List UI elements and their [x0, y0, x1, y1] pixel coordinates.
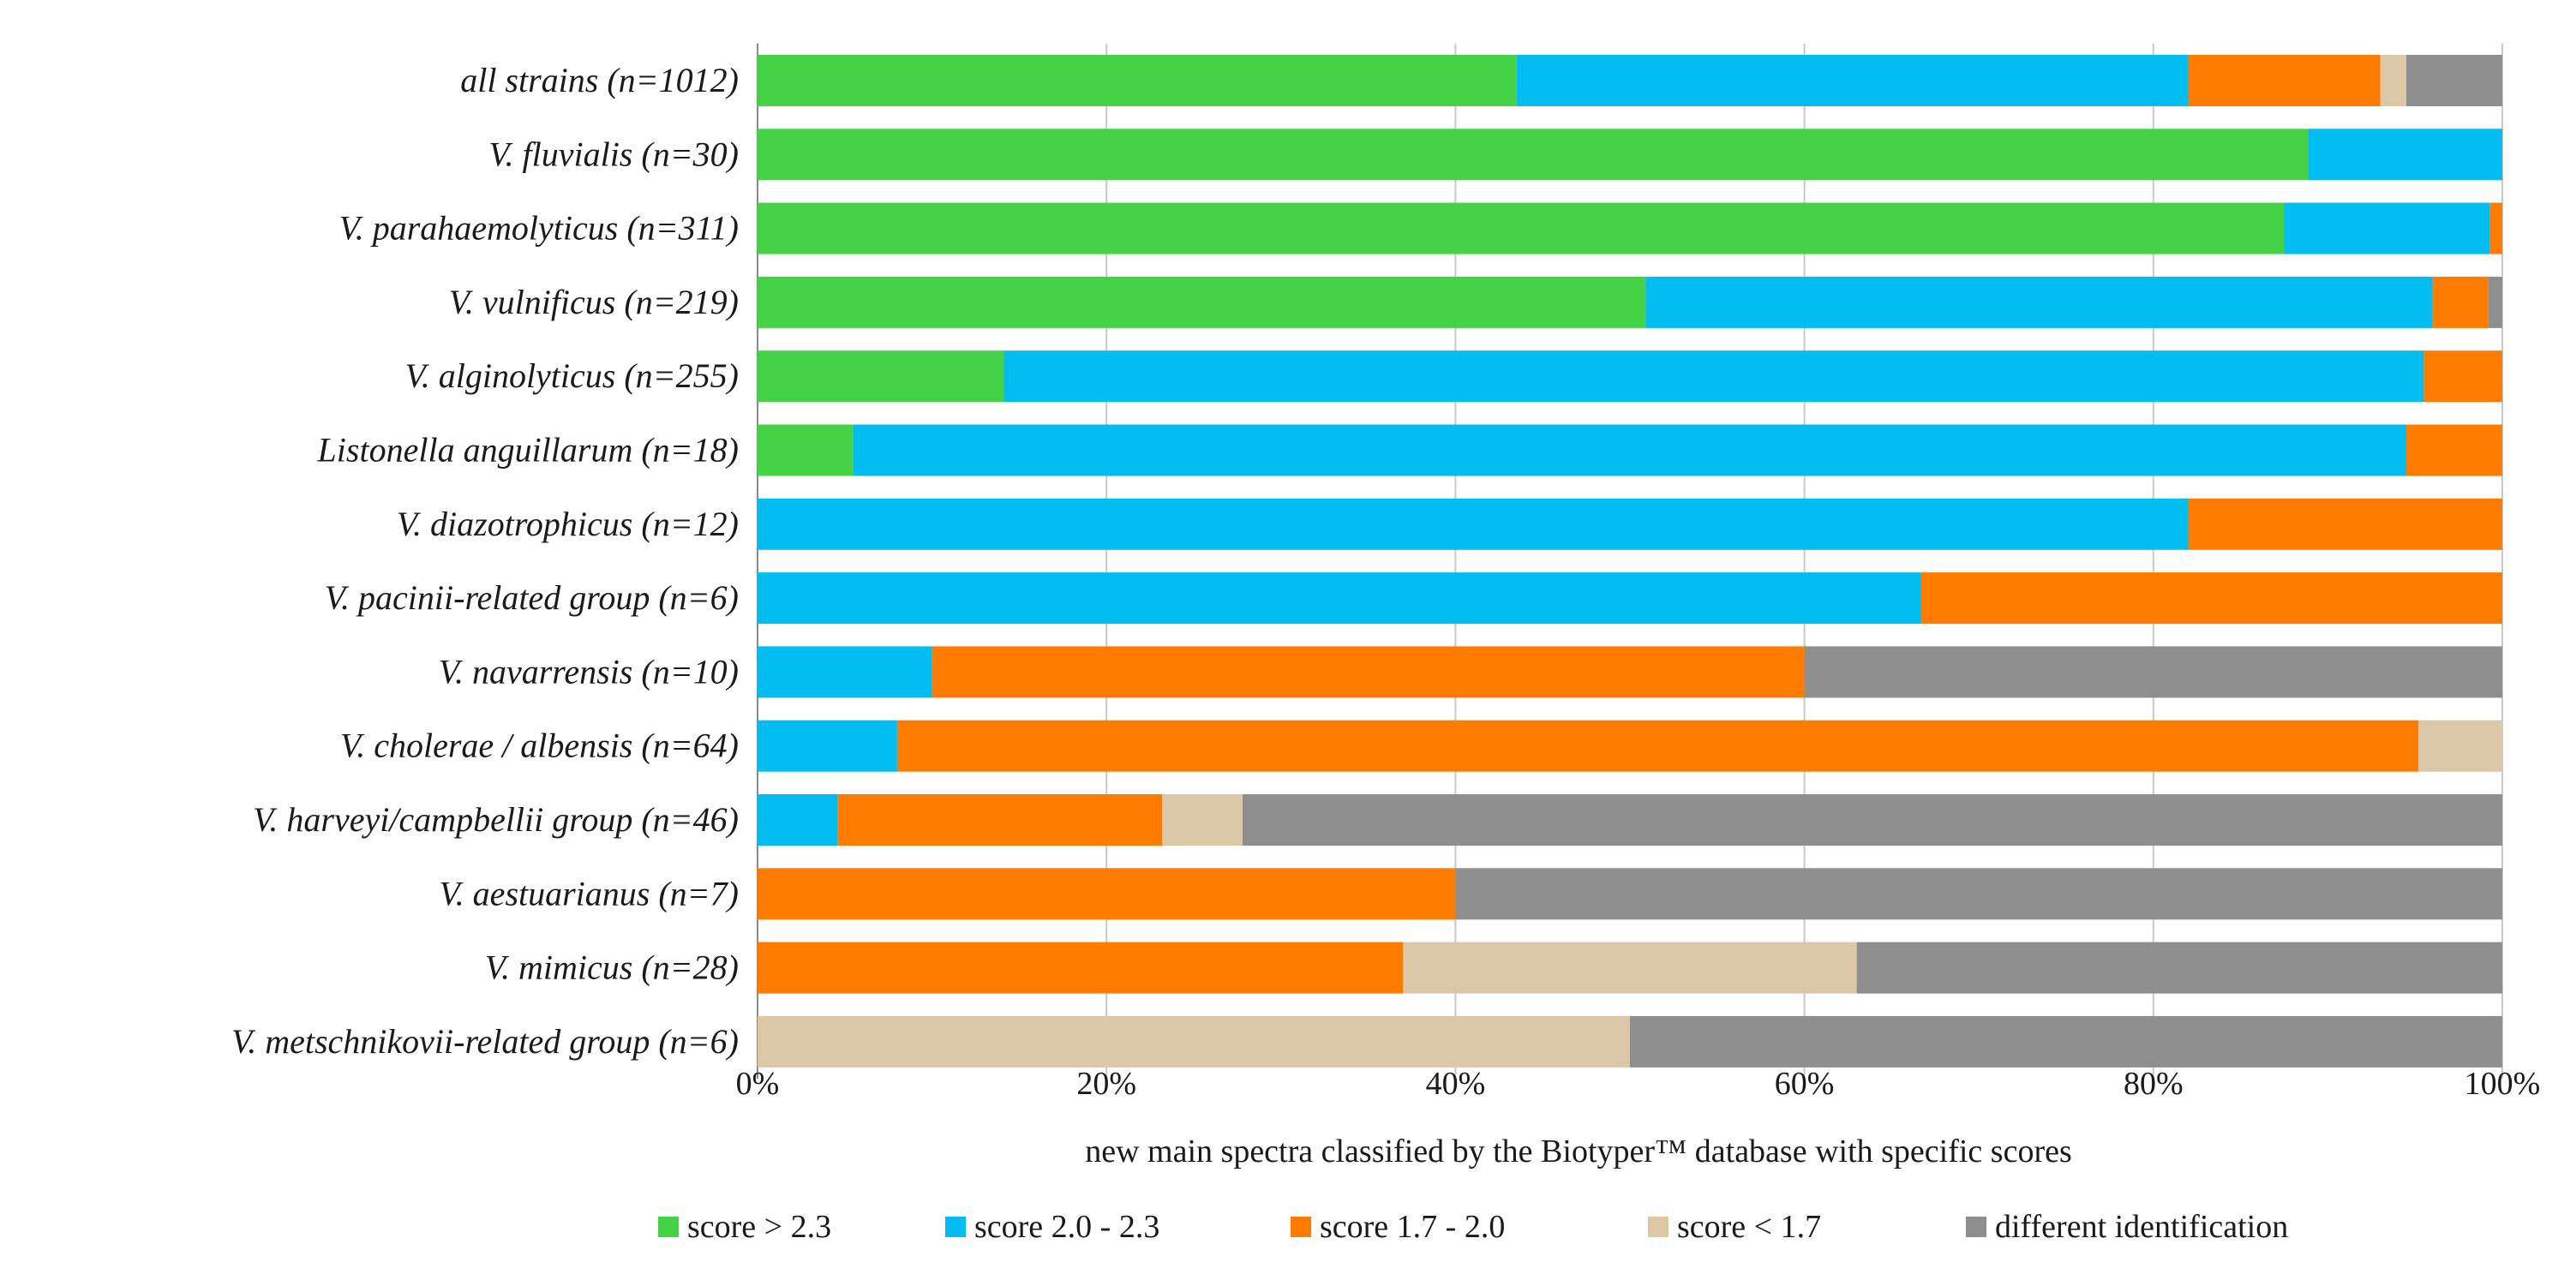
bar-v-pacinii-related-group-n-6-score-2-0-2-3 [758, 572, 1922, 625]
bar-all-strains-n-1012-score-2-0-2-3 [1516, 55, 2189, 106]
bar-v-harveyi-campbellii-group-n-46-score-1-7-2-0 [837, 794, 1163, 846]
bar-listonella-anguillarum-n-18-score-2-0-2-3 [853, 424, 2407, 476]
bar-v-parahaemolyticus-n-311-score-2-3 [758, 202, 2285, 254]
bar-v-metschnikovii-related-group-n-6-different-identification [1630, 1015, 2502, 1068]
bar-v-harveyi-campbellii-group-n-46-score-1-7 [1162, 794, 1243, 846]
bar-v-harveyi-campbellii-group-n-46-score-2-0-2-3 [758, 794, 838, 846]
legend-label-score-2-0-2-3: score 2.0 - 2.3 [974, 1209, 1159, 1245]
bar-listonella-anguillarum-n-18-score-2-3 [758, 424, 854, 476]
category-label: V. pacinii-related group (n=6) [325, 578, 739, 617]
x-tick-label: 20% [1076, 1066, 1136, 1102]
legend-swatch-different-identification [1966, 1217, 1986, 1237]
bar-all-strains-n-1012-score-2-3 [758, 55, 1517, 106]
bar-v-cholerae-albensis-n-64-score-1-7-2-0 [896, 720, 2419, 772]
bar-v-aestuarianus-n-7-different-identification [1455, 868, 2502, 920]
bar-v-parahaemolyticus-n-311-score-1-7-2-0 [2489, 202, 2502, 254]
bar-v-mimicus-n-28-score-1-7 [1403, 942, 1857, 994]
bars [758, 55, 2502, 1068]
category-label: V. vulnificus (n=219) [449, 283, 739, 321]
x-axis-ticks: 0% 20% 40% 60% 80% 100% [736, 1066, 2541, 1102]
legend-label-different-identification: different identification [1995, 1209, 2288, 1245]
category-label: V. harveyi/campbellii group (n=46) [253, 800, 739, 839]
category-label: V. mimicus (n=28) [485, 948, 739, 987]
category-label: V. cholerae / albensis (n=64) [340, 727, 739, 765]
bar-v-navarrensis-n-10-score-1-7-2-0 [932, 646, 1805, 698]
bar-v-fluvialis-n-30-score-2-0-2-3 [2309, 129, 2502, 181]
bar-v-vulnificus-n-219-score-2-0-2-3 [1645, 276, 2433, 328]
bar-v-alginolyticus-n-255-score-1-7-2-0 [2423, 350, 2502, 403]
bar-v-navarrensis-n-10-score-2-0-2-3 [758, 646, 932, 698]
category-label: V. fluvialis (n=30) [488, 135, 739, 173]
bar-v-metschnikovii-related-group-n-6-score-1-7 [758, 1015, 1630, 1068]
bar-all-strains-n-1012-score-1-7-2-0 [2188, 55, 2381, 106]
category-label: V. navarrensis (n=10) [439, 652, 739, 691]
bar-all-strains-n-1012-score-1-7 [2380, 55, 2407, 106]
x-tick-label: 60% [1775, 1066, 1835, 1102]
legend-label-score-2-3: score > 2.3 [687, 1209, 831, 1245]
bar-v-fluvialis-n-30-score-2-3 [758, 129, 2309, 181]
bar-v-diazotrophicus-n-12-score-2-0-2-3 [758, 498, 2189, 550]
legend-label-score-1-7-2-0: score 1.7 - 2.0 [1320, 1209, 1505, 1245]
bar-listonella-anguillarum-n-18-score-1-7-2-0 [2406, 424, 2502, 476]
legend-swatch-score-1-7-2-0 [1291, 1217, 1311, 1237]
bar-v-navarrensis-n-10-different-identification [1804, 646, 2502, 698]
category-label: Listonella anguillarum (n=18) [317, 431, 739, 470]
bar-v-mimicus-n-28-score-1-7-2-0 [758, 942, 1404, 994]
category-label: V. metschnikovii-related group (n=6) [231, 1022, 739, 1061]
bar-v-aestuarianus-n-7-score-1-7-2-0 [758, 868, 1456, 920]
legend-swatch-score-2-0-2-3 [945, 1217, 966, 1237]
category-label: all strains (n=1012) [460, 61, 739, 99]
bar-v-cholerae-albensis-n-64-score-2-0-2-3 [758, 720, 897, 772]
category-labels: all strains (n=1012) V. fluvialis (n=30) V… [231, 61, 739, 1061]
legend-swatch-score-1-7 [1648, 1217, 1668, 1237]
category-label: V. aestuarianus (n=7) [439, 874, 739, 912]
bar-v-alginolyticus-n-255-score-2-0-2-3 [1003, 350, 2424, 403]
category-label: V. diazotrophicus (n=12) [397, 505, 739, 543]
bar-v-vulnificus-n-219-score-2-3 [758, 276, 1646, 328]
bar-v-harveyi-campbellii-group-n-46-different-identification [1243, 794, 2502, 846]
bar-v-parahaemolyticus-n-311-score-2-0-2-3 [2284, 202, 2490, 254]
bar-v-pacinii-related-group-n-6-score-1-7-2-0 [1921, 572, 2502, 625]
x-tick-label: 100% [2465, 1066, 2541, 1102]
x-axis-title: new main spectra classified by the Bioty… [1085, 1133, 2072, 1169]
category-label: V. parahaemolyticus (n=311) [338, 209, 739, 248]
category-label: V. alginolyticus (n=255) [404, 356, 739, 395]
bar-v-diazotrophicus-n-12-score-1-7-2-0 [2188, 498, 2502, 550]
x-tick-label: 80% [2124, 1066, 2184, 1102]
bar-v-vulnificus-n-219-score-1-7-2-0 [2432, 276, 2489, 328]
legend-label-score-1-7: score < 1.7 [1677, 1209, 1821, 1245]
bar-v-alginolyticus-n-255-score-2-3 [758, 350, 1004, 403]
x-tick-label: 0% [736, 1066, 780, 1102]
legend-swatch-score-2-3 [658, 1217, 679, 1237]
grid-lines [757, 43, 2503, 1080]
x-tick-label: 40% [1426, 1066, 1486, 1102]
bar-v-mimicus-n-28-different-identification [1856, 942, 2502, 994]
legend: score > 2.3 score 2.0 - 2.3 score 1.7 - 2.… [658, 1209, 2288, 1245]
bar-all-strains-n-1012-different-identification [2406, 55, 2502, 106]
bar-v-vulnificus-n-219-different-identification [2488, 276, 2502, 328]
bar-v-cholerae-albensis-n-64-score-1-7 [2418, 720, 2502, 772]
